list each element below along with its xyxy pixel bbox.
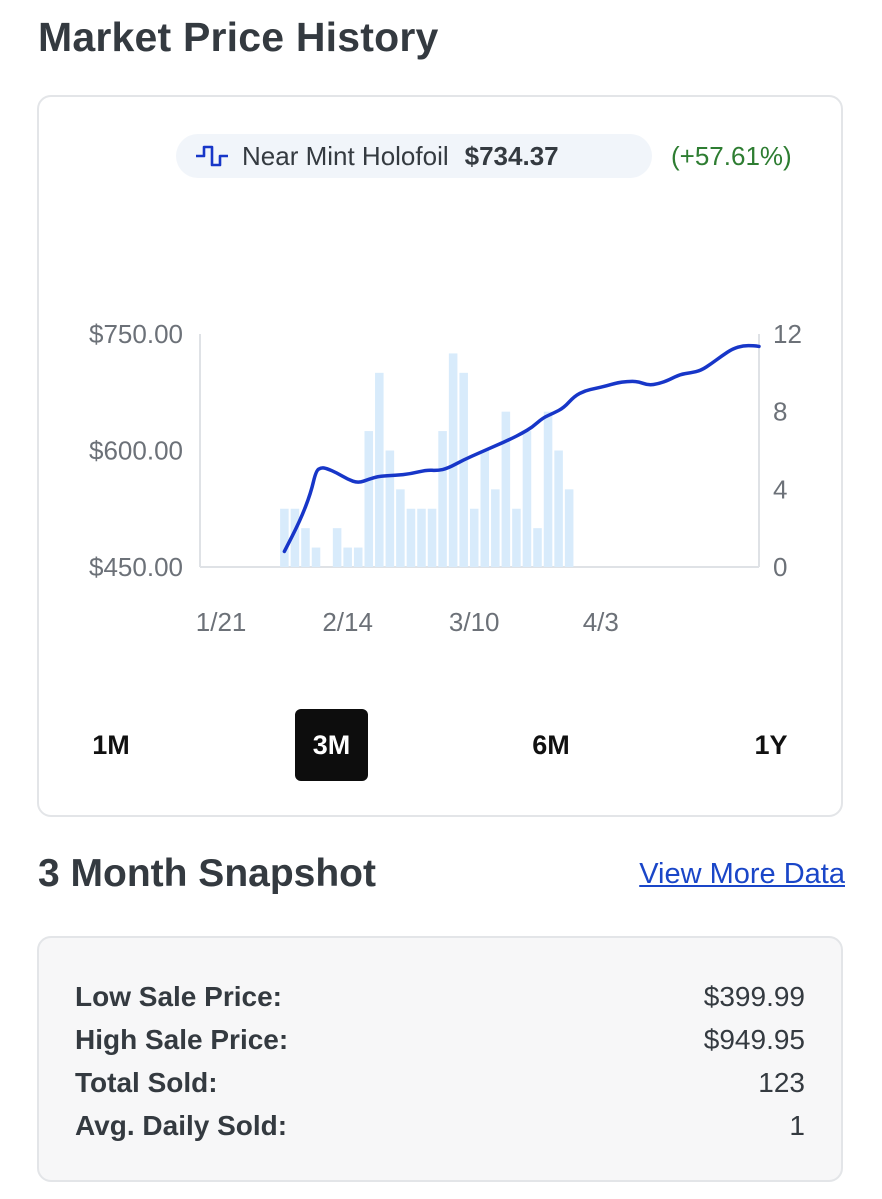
sold-bar xyxy=(543,411,553,567)
sold-bar xyxy=(564,489,574,567)
sold-bar xyxy=(459,372,468,567)
tab-1y[interactable]: 1Y xyxy=(735,709,807,781)
stat-row-avg-daily: Avg. Daily Sold: 1 xyxy=(75,1106,805,1146)
stat-label: Low Sale Price: xyxy=(75,981,282,1012)
snapshot-title: 3 Month Snapshot xyxy=(38,852,376,895)
price-chart-card: Near Mint Holofoil $734.37 (+57.61%) $75… xyxy=(37,95,843,817)
tab-1y-label: 1Y xyxy=(754,729,788,760)
sold-bar xyxy=(427,508,437,567)
tab-6m[interactable]: 6M xyxy=(515,709,587,781)
y-left-tick-label: $600.00 xyxy=(89,436,183,466)
stat-label: Avg. Daily Sold: xyxy=(75,1110,288,1141)
sold-bar xyxy=(554,450,563,567)
stat-value: $399.99 xyxy=(703,981,805,1012)
sold-bar xyxy=(343,547,352,567)
sold-bar xyxy=(280,508,289,567)
step-line-icon xyxy=(194,143,230,169)
y-right-tick-label: 8 xyxy=(773,397,787,427)
sold-bar xyxy=(480,450,490,567)
legend-series-price: $734.37 xyxy=(464,140,559,171)
y-right-tick-label: 4 xyxy=(773,474,787,504)
tab-1m-label: 1M xyxy=(92,729,130,760)
snapshot-card: Low Sale Price: $399.99 High Sale Price:… xyxy=(37,936,843,1182)
tab-1m[interactable]: 1M xyxy=(75,709,147,781)
stat-value: $949.95 xyxy=(703,1024,805,1055)
x-tick-label: 2/14 xyxy=(322,607,373,637)
sold-bar xyxy=(512,508,521,567)
stat-row-high: High Sale Price: $949.95 xyxy=(75,1020,805,1060)
sold-bar xyxy=(301,528,310,567)
legend-series-change: (+57.61%) xyxy=(671,141,792,171)
x-tick-label: 1/21 xyxy=(196,607,247,637)
sold-bar xyxy=(375,372,384,567)
view-more-data-link[interactable]: View More Data xyxy=(639,858,845,890)
sold-bar xyxy=(396,489,405,567)
tab-3m[interactable]: 3M xyxy=(295,709,368,781)
stat-row-low: Low Sale Price: $399.99 xyxy=(75,977,805,1017)
sold-bar xyxy=(501,411,511,567)
stat-value: 123 xyxy=(758,1067,805,1098)
price-history-chart[interactable]: $750.00 $600.00 $450.00 12 8 4 0 1/21 2/14 3/10 4/… xyxy=(39,97,845,697)
legend-pill[interactable]: Near Mint Holofoil $734.37 xyxy=(176,134,652,178)
stat-value: 1 xyxy=(789,1110,805,1141)
sold-bar xyxy=(364,431,374,567)
tab-6m-label: 6M xyxy=(532,729,570,760)
sold-bar xyxy=(353,547,363,567)
sold-bar xyxy=(448,353,458,567)
sold-bar xyxy=(533,528,542,567)
sold-bar xyxy=(469,508,479,567)
sold-bar xyxy=(438,431,447,567)
time-range-tabs: 1M 3M 6M 1Y xyxy=(39,709,841,781)
sold-bar xyxy=(522,431,532,567)
sold-bar xyxy=(311,547,321,567)
sold-bar xyxy=(406,508,416,567)
sold-bar xyxy=(290,508,300,567)
x-tick-label: 3/10 xyxy=(449,607,500,637)
stat-row-total-sold: Total Sold: 123 xyxy=(75,1063,805,1103)
page-title: Market Price History xyxy=(38,14,439,60)
sold-bar xyxy=(385,450,395,567)
sold-bar xyxy=(491,489,500,567)
tab-3m-label: 3M xyxy=(312,729,351,760)
x-tick-label: 4/3 xyxy=(583,607,619,637)
price-line xyxy=(282,343,761,554)
sold-bar xyxy=(332,528,342,567)
y-right-tick-label: 0 xyxy=(773,552,787,582)
stat-label: High Sale Price: xyxy=(75,1024,289,1055)
stat-label: Total Sold: xyxy=(75,1067,218,1098)
sold-bar xyxy=(417,508,426,567)
legend-series-name: Near Mint Holofoil xyxy=(242,140,449,171)
y-right-tick-label: 12 xyxy=(773,319,802,349)
y-left-tick-label: $450.00 xyxy=(89,552,183,582)
y-left-tick-label: $750.00 xyxy=(89,319,183,349)
